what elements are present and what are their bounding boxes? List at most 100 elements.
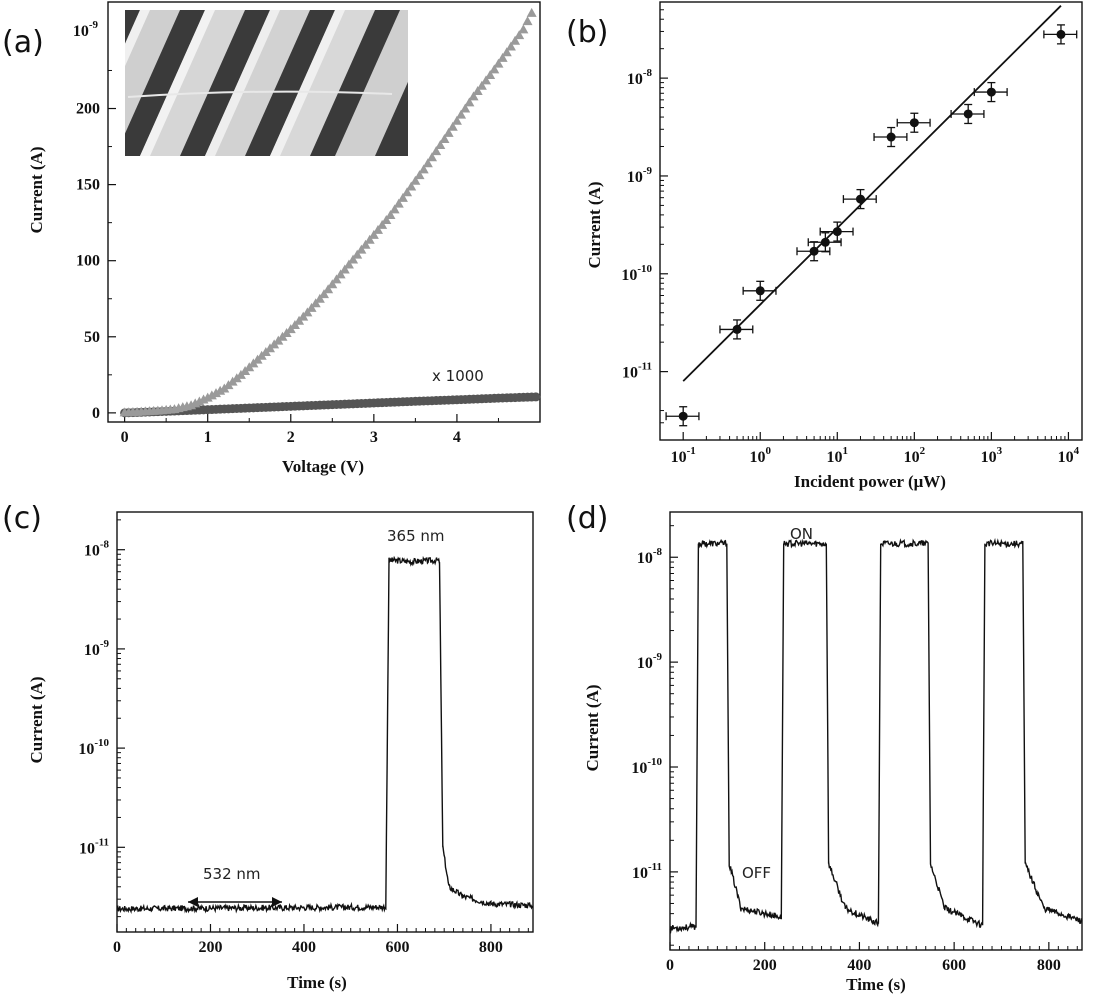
data-point-triangle — [522, 16, 533, 26]
panel-d-xlabel: Time (s) — [846, 975, 906, 994]
y-multiplier-label: 10-9 — [73, 19, 99, 40]
panel-d-frame — [669, 511, 1083, 951]
y-tick-label: 0 — [92, 405, 100, 422]
y-tick-label: 10-11 — [622, 361, 652, 382]
y-tick-label: 10-8 — [637, 546, 663, 567]
data-point-triangle — [476, 80, 487, 90]
data-point-with-errorbars — [896, 112, 931, 133]
y-tick-label: 10-11 — [79, 836, 109, 857]
data-point-triangle — [460, 103, 471, 113]
fit-line — [682, 5, 1062, 382]
y-tick-label: 10-10 — [631, 756, 662, 777]
x-tick-label: 2 — [287, 429, 295, 446]
panel-letter-b: (b) — [566, 15, 608, 50]
data-point-triangle — [422, 158, 433, 168]
x-tick-label: 104 — [1058, 445, 1080, 466]
data-point-triangle — [393, 198, 404, 208]
panel-d-axes: 0 200 400 600 800 10-11 10-10 10-9 10-8 — [631, 525, 1078, 974]
panel-b-data — [665, 5, 1078, 427]
annotation-532nm-arrow — [188, 897, 282, 907]
data-point-triangle — [447, 121, 458, 131]
annotation-365nm: 365 nm — [387, 527, 445, 545]
data-point-triangle — [306, 302, 317, 312]
data-point-triangle — [211, 388, 221, 398]
x-tick-label: 101 — [827, 445, 849, 466]
panel-letter-d: (d) — [566, 501, 608, 536]
x-tick-label: 0 — [113, 939, 121, 956]
x-tick-label: 800 — [479, 939, 503, 956]
x-tick-label: 100 — [749, 445, 771, 466]
data-point-triangle — [377, 219, 388, 229]
y-tick-label: 10-11 — [632, 861, 662, 882]
x-tick-label: 102 — [904, 445, 926, 466]
data-point-triangle — [302, 307, 313, 317]
x-tick-label: 1 — [204, 429, 212, 446]
data-point-triangle — [368, 229, 379, 239]
data-point-triangle — [468, 91, 479, 101]
data-point-triangle — [439, 133, 450, 143]
panel-letter-c: (c) — [2, 501, 42, 536]
data-point-triangle — [319, 289, 329, 299]
data-point-with-errorbars — [665, 406, 700, 427]
panel-c: 0 200 400 600 800 10-11 10-10 10-9 10-8 Current … — [27, 511, 534, 992]
y-tick-label: 10-9 — [84, 638, 110, 659]
data-point-triangle — [323, 284, 334, 294]
data-point-triangle — [397, 192, 408, 202]
data-point-triangle — [505, 41, 516, 51]
panel-d-ylabel: Current (A) — [583, 684, 602, 771]
data-point-triangle — [493, 58, 504, 68]
data-point-triangle — [360, 239, 371, 249]
panel-a-xlabel: Voltage (V) — [282, 457, 364, 476]
time-trace — [116, 555, 534, 915]
data-point-triangle — [385, 210, 396, 220]
x-tick-label: 10-1 — [671, 445, 696, 466]
x-tick-label: 103 — [981, 445, 1003, 466]
data-point-triangle — [472, 86, 483, 96]
data-point-triangle — [335, 269, 346, 279]
x-tick-label: 600 — [385, 939, 409, 956]
panel-d: 0 200 400 600 800 10-11 10-10 10-9 10-8 Current … — [583, 511, 1083, 994]
y-tick-label: 150 — [76, 177, 100, 194]
data-point-triangle — [381, 214, 392, 224]
data-point-with-errorbars — [973, 81, 1008, 103]
data-point-triangle — [501, 47, 512, 57]
data-point-triangle — [485, 70, 496, 80]
x-tick-label: 600 — [942, 957, 966, 974]
x-tick-label: 400 — [847, 957, 871, 974]
y-tick-label: 10-10 — [78, 737, 109, 758]
data-point-triangle — [331, 274, 342, 284]
data-point-with-errorbars — [807, 232, 842, 253]
data-point-with-errorbars — [719, 319, 754, 340]
data-point-triangle — [406, 181, 417, 191]
x-tick-label: 200 — [198, 939, 222, 956]
data-point-triangle — [356, 244, 367, 254]
data-point-triangle — [206, 390, 217, 400]
y-tick-label: 100 — [76, 253, 100, 270]
panel-c-data — [116, 555, 534, 915]
data-point-triangle — [414, 170, 425, 180]
panel-a-frame — [107, 1, 541, 423]
data-point-triangle — [339, 264, 350, 274]
y-tick-label: 10-8 — [84, 539, 110, 560]
x-tick-label: 0 — [121, 429, 129, 446]
panel-letter-a: (a) — [2, 25, 44, 60]
annotation-on: ON — [790, 525, 813, 543]
data-point-triangle — [489, 64, 500, 74]
panel-a-axes: 0 1 2 3 4 0 50 100 150 200 10-9 — [73, 19, 499, 446]
data-point-triangle — [481, 75, 491, 85]
data-point-triangle — [327, 279, 338, 289]
annotation-x1000: x 1000 — [432, 367, 484, 385]
data-point-x1000 — [531, 392, 541, 402]
x-tick-label: 200 — [753, 957, 777, 974]
x-tick-label: 4 — [453, 429, 461, 446]
panel-a: 0 1 2 3 4 0 50 100 150 200 10-9 Current (A) Voltag… — [27, 1, 541, 476]
data-point-triangle — [343, 259, 354, 269]
data-point-triangle — [402, 187, 413, 197]
data-point-triangle — [456, 109, 467, 119]
data-point-triangle — [373, 224, 383, 234]
y-tick-label: 200 — [76, 101, 100, 118]
data-point-triangle — [435, 140, 446, 150]
data-point-triangle — [352, 249, 363, 259]
panel-c-axes: 0 200 400 600 800 10-11 10-10 10-9 10-8 — [78, 519, 529, 956]
